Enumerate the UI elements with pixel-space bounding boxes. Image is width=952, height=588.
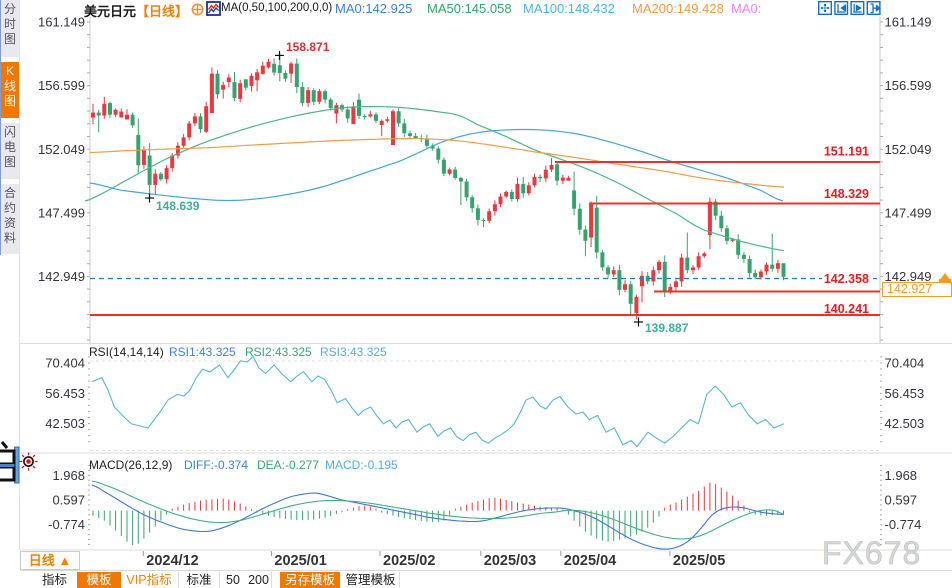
svg-text:MACD:-0.195: MACD:-0.195 [325,458,398,472]
svg-text:42.503: 42.503 [45,416,85,431]
svg-text:142.949: 142.949 [38,269,85,284]
svg-text:147.499: 147.499 [885,205,932,220]
svg-text:2025/03: 2025/03 [484,553,536,569]
svg-text:2025/01: 2025/01 [274,553,326,569]
svg-text:FX678: FX678 [822,535,921,571]
svg-text:142.949: 142.949 [885,269,932,284]
svg-text:0.597: 0.597 [52,493,85,508]
svg-text:2025/05: 2025/05 [673,553,725,569]
svg-text:161.149: 161.149 [38,15,85,30]
svg-text:151.191: 151.191 [824,145,869,159]
svg-text:70.404: 70.404 [885,356,925,371]
svg-text:-0.774: -0.774 [885,517,922,532]
svg-text:139.887: 139.887 [645,321,689,335]
svg-text:0.597: 0.597 [885,493,918,508]
svg-text:158.871: 158.871 [286,40,330,54]
svg-text:RSI2:43.325: RSI2:43.325 [245,345,312,359]
svg-text:156.599: 156.599 [885,78,932,93]
svg-text:2024/12: 2024/12 [146,553,198,569]
svg-text:2025/02: 2025/02 [383,553,435,569]
svg-text:147.499: 147.499 [38,205,85,220]
svg-text:RSI(14,14,14): RSI(14,14,14) [89,345,164,359]
svg-text:-0.774: -0.774 [48,517,85,532]
svg-text:42.503: 42.503 [885,416,925,431]
svg-text:1.968: 1.968 [52,468,85,483]
svg-text:142.358: 142.358 [824,272,869,286]
svg-text:56.453: 56.453 [45,386,85,401]
svg-text:56.453: 56.453 [885,386,925,401]
svg-text:1.968: 1.968 [885,468,918,483]
svg-text:156.599: 156.599 [38,78,85,93]
svg-text:2025/04: 2025/04 [564,553,616,569]
svg-text:DEA:-0.277: DEA:-0.277 [257,458,319,472]
svg-text:152.049: 152.049 [885,142,932,157]
svg-text:DIFF:-0.374: DIFF:-0.374 [184,458,248,472]
svg-text:140.241: 140.241 [824,302,869,316]
svg-text:148.639: 148.639 [156,199,200,213]
svg-text:148.329: 148.329 [824,187,869,201]
svg-text:161.149: 161.149 [885,15,932,30]
svg-text:RSI3:43.325: RSI3:43.325 [320,345,387,359]
svg-text:MACD(26,12,9): MACD(26,12,9) [89,458,172,472]
svg-text:RSI1:43.325: RSI1:43.325 [169,345,236,359]
svg-text:70.404: 70.404 [45,356,85,371]
svg-text:152.049: 152.049 [38,142,85,157]
